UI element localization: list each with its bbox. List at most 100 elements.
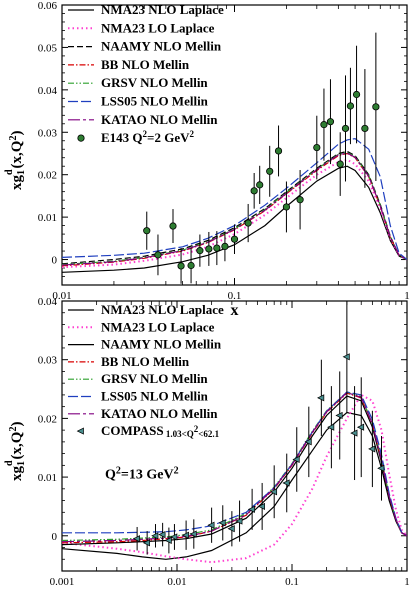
- y-tick-label: 0.03: [38, 127, 58, 139]
- series-line-2: [62, 393, 407, 564]
- series-line-7: [62, 391, 407, 543]
- data-point: [352, 90, 361, 99]
- q2-annotation-sup: 2: [116, 465, 121, 476]
- y-tick-label: 0.02: [38, 413, 57, 425]
- legend-marker: [76, 427, 84, 435]
- q2-annotation-tail-sup: 2: [174, 465, 179, 476]
- data-point: [213, 244, 221, 252]
- data-point: [250, 187, 258, 195]
- data-point: [282, 203, 291, 211]
- y-tick-label: 0.05: [38, 42, 58, 54]
- data-point: [187, 261, 195, 270]
- data-point: [196, 247, 204, 255]
- data-point: [368, 445, 376, 453]
- data-point: [341, 124, 350, 133]
- legend-label: NMA23 NLO Laplace: [101, 302, 224, 317]
- data-point: [320, 121, 328, 129]
- y-axis-label-arg: (x,Q: [9, 140, 25, 168]
- legend-data-tail-sup: 2: [189, 129, 194, 139]
- data-point: [230, 235, 239, 243]
- data-point: [151, 532, 159, 540]
- legend-data-name: E143 Q: [101, 130, 143, 145]
- y-axis-label-sup: d: [4, 169, 15, 175]
- y-axis-label-close: ): [9, 422, 25, 427]
- x-tick-label: 1: [404, 576, 410, 588]
- data-point: [235, 517, 243, 525]
- legend-label: NMA23 LO Laplace: [101, 20, 215, 35]
- x-axis-label: x: [231, 302, 239, 319]
- y-axis-label: xg1d(x,Q2): [4, 422, 27, 481]
- legend-marker: [77, 134, 85, 142]
- legend-label: BB NLO Mellin: [101, 57, 190, 72]
- data-point: [142, 539, 150, 547]
- legend-label: GRSV NLO Mellin: [101, 371, 208, 386]
- data-point: [274, 147, 283, 155]
- data-point: [296, 196, 304, 204]
- legend-label-data: E143 Q2=2 GeV2: [101, 129, 194, 145]
- data-point: [181, 531, 189, 539]
- legend-label: LSS05 NLO Mellin: [101, 94, 209, 109]
- legend-label-data: COMPASS 1.03<Q2<62.1: [101, 423, 220, 439]
- legend-label: NAAMY NLO Mellin: [101, 337, 222, 352]
- y-tick-label: 0.01: [38, 212, 57, 224]
- y-axis-label-sub: 1: [16, 170, 27, 175]
- data-point: [356, 423, 365, 431]
- y-tick-label: 0.06: [38, 0, 58, 12]
- series-line-1: [62, 411, 407, 560]
- legend-data-tail: =2 GeV: [147, 130, 190, 145]
- data-point: [170, 533, 178, 541]
- y-axis-label-sup: d: [4, 460, 15, 466]
- legend-data-name: COMPASS: [101, 423, 164, 438]
- data-point: [304, 438, 312, 446]
- data-point: [132, 535, 140, 543]
- x-tick-label: 0.01: [167, 576, 186, 588]
- legend-label: NMA23 LO Laplace: [101, 319, 215, 334]
- x-tick-label: 0.1: [228, 290, 242, 302]
- y-tick-label: 0: [52, 255, 58, 267]
- chart-panel-2: 00.010.020.030.040.0010.010.11xxg1d(x,Q2…: [4, 296, 410, 589]
- data-point: [154, 251, 162, 259]
- data-point: [189, 530, 197, 538]
- y-axis-label-sub: 1: [16, 461, 27, 466]
- y-tick-label: 0.02: [38, 170, 57, 182]
- data-point: [350, 429, 358, 437]
- legend-data-sup: 2: [143, 129, 148, 139]
- legend-label: GRSV NLO Mellin: [101, 75, 208, 90]
- legend-label: KATAO NLO Mellin: [101, 112, 218, 127]
- data-point: [372, 103, 380, 111]
- legend-label: NAAMY NLO Mellin: [101, 39, 222, 54]
- data-point: [207, 521, 215, 529]
- x-tick-label: 0.01: [52, 290, 71, 302]
- chart-panel-1: 0 0.01 0.02 0.03 0.04 0.05 0.06 0.01 0.1 1 x xg1d(x…: [4, 0, 410, 319]
- q2-annotation-tail: =13 GeV: [121, 467, 174, 482]
- y-tick-label: 0: [52, 531, 58, 543]
- q2-annotation: Q2=13 GeV2: [105, 465, 179, 483]
- x-tick-label: 0.1: [285, 576, 299, 588]
- data-point: [346, 102, 355, 110]
- data-point: [327, 423, 335, 431]
- data-point: [169, 222, 177, 230]
- data-point: [335, 411, 343, 420]
- y-axis-label-arg-sup: 2: [8, 136, 19, 141]
- y-tick-label: 0.01: [38, 472, 57, 484]
- data-point: [313, 143, 321, 152]
- y-axis-label-arg: (x,Q: [9, 431, 25, 459]
- y-axis-label: xg1d(x,Q2): [4, 131, 27, 190]
- data-point: [292, 455, 300, 464]
- data-point: [342, 353, 350, 361]
- data-point: [317, 394, 325, 402]
- series-line-2: [62, 158, 407, 269]
- series-line-1: [62, 165, 407, 273]
- data-point: [177, 262, 185, 270]
- y-tick-label: 0.03: [38, 355, 58, 367]
- legend-label: NMA23 NLO Laplace: [101, 2, 224, 17]
- plot-area: [62, 32, 407, 284]
- x-tick-label: 0.001: [50, 576, 75, 588]
- data-point: [221, 242, 229, 250]
- data-point: [247, 505, 255, 513]
- data-point: [336, 160, 344, 168]
- y-tick-label: 0.04: [38, 85, 58, 97]
- data-point: [158, 531, 166, 539]
- legend-label: KATAO NLO Mellin: [101, 406, 218, 421]
